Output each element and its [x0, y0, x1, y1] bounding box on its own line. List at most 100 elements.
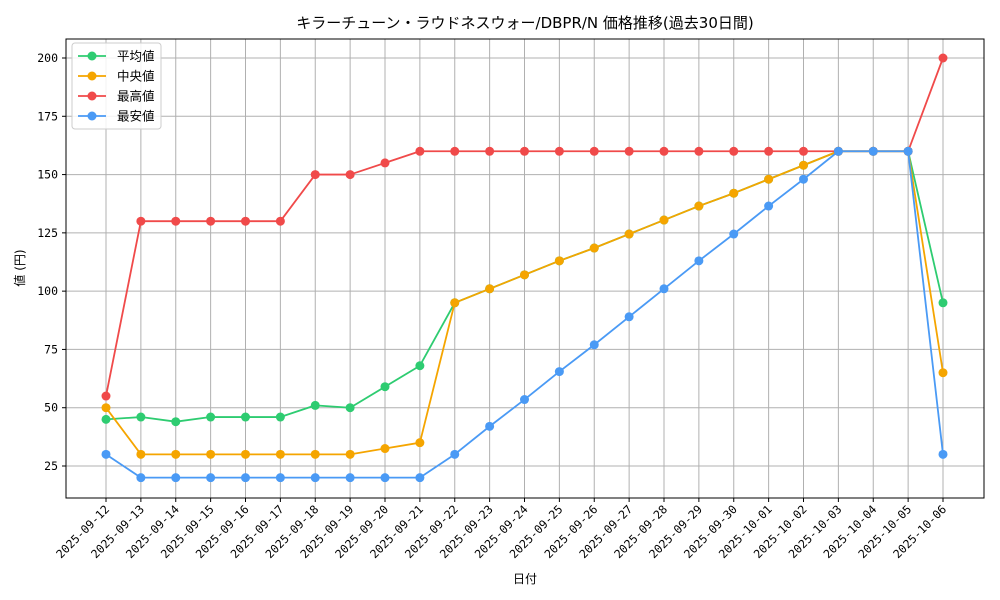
data-point-marker: [101, 403, 111, 413]
x-axis-ticks: 2025-09-122025-09-132025-09-142025-09-15…: [53, 498, 949, 561]
data-point-marker: [799, 160, 808, 170]
data-point-marker: [171, 417, 181, 427]
legend-marker: [87, 71, 97, 81]
data-point-marker: [764, 201, 774, 211]
data-point-marker: [206, 473, 216, 483]
legend-label: 中央値: [117, 69, 155, 84]
data-point-marker: [206, 412, 216, 422]
data-point-marker: [694, 201, 704, 211]
data-point-marker: [241, 412, 250, 422]
data-point-marker: [310, 170, 320, 180]
data-point-marker: [938, 298, 948, 308]
y-tick-label: 175: [37, 109, 58, 123]
data-point-marker: [415, 473, 425, 483]
grid-lines: [66, 39, 984, 498]
data-point-marker: [345, 449, 355, 459]
data-point-marker: [938, 449, 948, 459]
data-point-marker: [171, 216, 181, 226]
data-point-marker: [275, 449, 285, 459]
data-point-marker: [450, 146, 460, 156]
data-point-marker: [136, 473, 146, 483]
y-axis-label: 値 (円): [12, 249, 27, 286]
data-point-marker: [450, 449, 460, 459]
data-point-marker: [275, 412, 285, 422]
legend-label: 平均値: [117, 49, 155, 64]
data-point-marker: [833, 146, 843, 156]
data-point-marker: [554, 256, 564, 266]
data-point-marker: [136, 216, 146, 226]
data-point-marker: [241, 216, 250, 226]
data-point-marker: [764, 146, 774, 156]
data-point-marker: [764, 174, 774, 184]
y-tick-label: 75: [44, 342, 58, 356]
data-point-marker: [624, 312, 634, 322]
y-tick-label: 25: [44, 459, 58, 473]
data-point-marker: [729, 188, 739, 198]
data-point-marker: [101, 391, 111, 401]
data-point-marker: [694, 146, 704, 156]
y-axis-ticks: 25 50 75 100 125 150 175 200: [37, 51, 66, 473]
data-point-marker: [729, 229, 739, 239]
data-point-marker: [554, 367, 564, 377]
data-point-marker: [868, 146, 878, 156]
series-最安値: [101, 146, 948, 483]
data-point-marker: [415, 146, 425, 156]
data-point-marker: [206, 216, 216, 226]
data-point-marker: [589, 340, 599, 350]
data-point-marker: [241, 473, 250, 483]
data-point-marker: [520, 270, 529, 280]
data-point-marker: [345, 170, 355, 180]
data-point-marker: [171, 449, 181, 459]
data-point-marker: [241, 449, 250, 459]
data-point-marker: [101, 414, 111, 424]
data-point-marker: [659, 215, 669, 225]
data-point-marker: [345, 473, 355, 483]
data-point-marker: [415, 361, 425, 371]
data-point-marker: [554, 146, 564, 156]
data-point-marker: [659, 146, 669, 156]
y-tick-label: 200: [37, 51, 58, 65]
data-point-marker: [380, 158, 390, 168]
legend-marker: [87, 111, 97, 121]
data-point-marker: [101, 449, 111, 459]
data-point-marker: [380, 444, 390, 454]
data-point-marker: [310, 473, 320, 483]
data-point-marker: [624, 229, 634, 239]
data-point-marker: [485, 284, 495, 294]
data-point-marker: [310, 400, 320, 410]
data-point-marker: [589, 243, 599, 253]
y-tick-label: 125: [37, 226, 58, 240]
data-point-marker: [206, 449, 216, 459]
data-point-marker: [450, 298, 460, 308]
legend-label: 最高値: [117, 89, 155, 104]
legend-box: [71, 42, 162, 130]
data-point-marker: [136, 412, 146, 422]
data-point-marker: [938, 368, 948, 378]
y-tick-label: 100: [37, 284, 58, 298]
data-point-marker: [624, 146, 634, 156]
data-point-marker: [589, 146, 599, 156]
data-point-marker: [485, 146, 495, 156]
data-point-marker: [485, 421, 495, 431]
data-point-marker: [520, 395, 529, 405]
data-point-marker: [520, 146, 529, 156]
y-tick-label: 50: [44, 401, 58, 415]
x-axis-label: 日付: [513, 572, 537, 586]
data-point-marker: [415, 438, 425, 448]
legend-marker: [87, 91, 97, 101]
legend-marker: [87, 51, 97, 61]
data-point-marker: [380, 382, 390, 392]
data-point-marker: [171, 473, 181, 483]
data-point-marker: [729, 146, 739, 156]
data-point-marker: [694, 256, 704, 266]
data-point-marker: [136, 449, 146, 459]
data-series: [101, 53, 948, 483]
data-point-marker: [310, 449, 320, 459]
data-point-marker: [659, 284, 669, 294]
data-point-marker: [799, 174, 808, 184]
data-point-marker: [345, 403, 355, 413]
data-point-marker: [903, 146, 913, 156]
data-point-marker: [799, 146, 808, 156]
